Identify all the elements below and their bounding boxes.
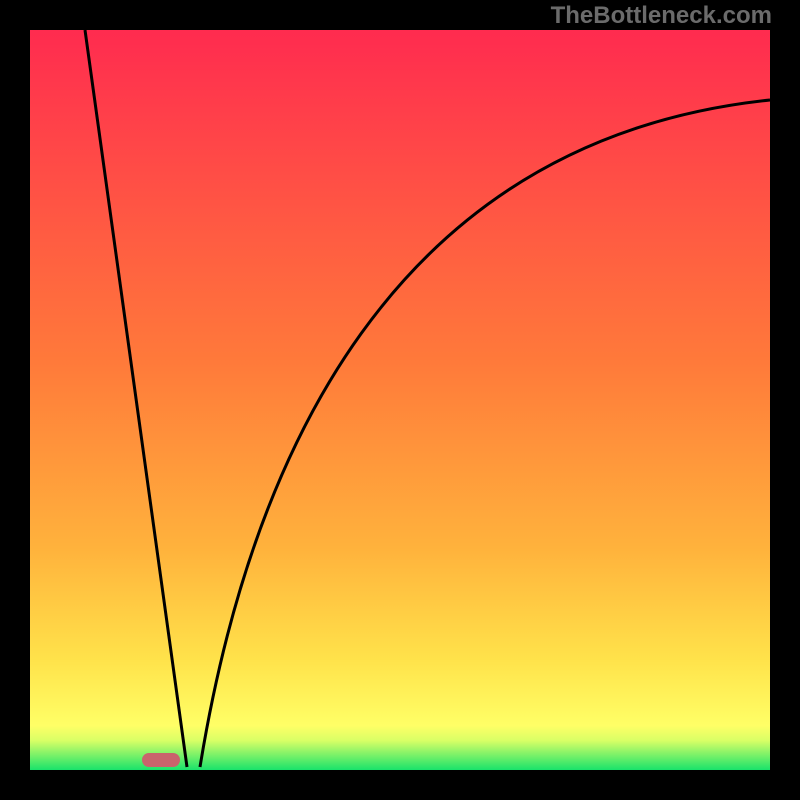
curve-left-line	[85, 30, 187, 767]
minimum-marker	[142, 753, 180, 767]
chart-frame: TheBottleneck.com	[0, 0, 800, 800]
curve-group	[85, 30, 770, 767]
watermark-text: TheBottleneck.com	[551, 2, 772, 30]
curve-right-arc	[200, 100, 770, 767]
curve-layer	[0, 0, 800, 800]
